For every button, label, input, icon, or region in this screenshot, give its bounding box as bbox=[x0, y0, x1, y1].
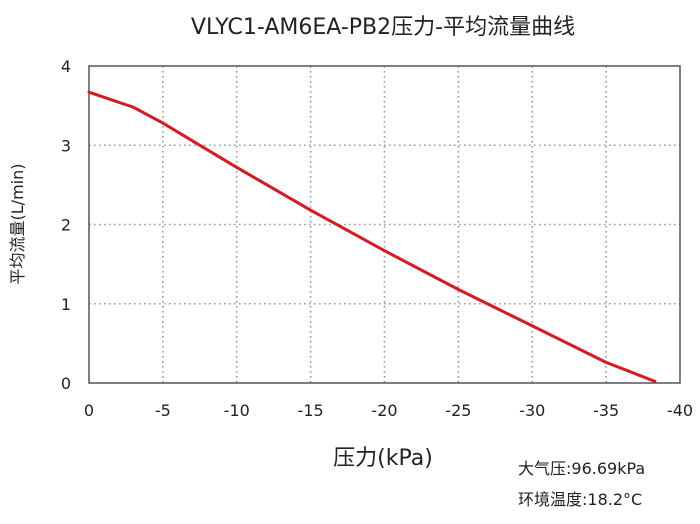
y-tick-label: 4 bbox=[61, 57, 71, 76]
x-tick-label: -20 bbox=[371, 401, 397, 420]
flow-curve bbox=[87, 90, 657, 383]
plot-frame bbox=[88, 65, 681, 384]
x-tick-label: -25 bbox=[445, 401, 471, 420]
tick-labels: 0 -5 -10 -15 -20 -25 -30 -35 -40 0 1 2 3 4 bbox=[61, 57, 693, 420]
chart-title: VLYC1-AM6EA-PB2压力-平均流量曲线 bbox=[191, 15, 575, 40]
ambient-temperature-note: 环境温度:18.2°C bbox=[518, 490, 642, 509]
x-tick-label: 0 bbox=[84, 401, 94, 420]
y-axis-title: 平均流量(L/min) bbox=[8, 164, 27, 285]
y-tick-label: 1 bbox=[61, 295, 71, 314]
y-tick-label: 2 bbox=[61, 216, 71, 235]
x-tick-label: -35 bbox=[593, 401, 619, 420]
x-tick-label: -5 bbox=[155, 401, 171, 420]
grid bbox=[89, 66, 680, 383]
atmospheric-pressure-note: 大气压:96.69kPa bbox=[518, 459, 645, 478]
y-tick-label: 0 bbox=[61, 374, 71, 393]
y-tick-label: 3 bbox=[61, 136, 71, 155]
x-tick-label: -10 bbox=[224, 401, 250, 420]
x-axis-title: 压力(kPa) bbox=[333, 446, 433, 471]
x-tick-label: -15 bbox=[298, 401, 324, 420]
x-tick-label: -40 bbox=[667, 401, 693, 420]
x-tick-label: -30 bbox=[519, 401, 545, 420]
